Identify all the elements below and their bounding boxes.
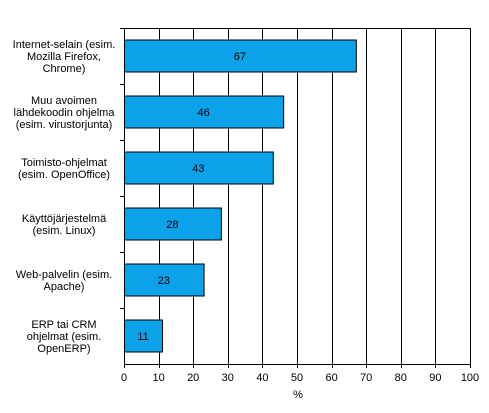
- data-label-5: 11: [137, 331, 148, 343]
- gridlines: [124, 28, 471, 364]
- x-tick-label-90: 90: [429, 372, 441, 384]
- bars: [124, 39, 357, 353]
- data-label-3: 28: [166, 219, 178, 231]
- x-tick-label-10: 10: [152, 372, 164, 384]
- bar-3: [124, 207, 222, 241]
- bar-5: [124, 319, 164, 353]
- data-label-1: 46: [197, 107, 209, 119]
- x-tick-label-60: 60: [325, 372, 337, 384]
- x-tick-label-20: 20: [187, 372, 199, 384]
- category-label-4: Web-palvelin (esim. Apache): [16, 269, 112, 293]
- bar-1: [124, 95, 285, 129]
- bar-2: [124, 151, 274, 185]
- x-tick-label-100: 100: [461, 372, 479, 384]
- x-tick-labels: 0 10 20 30 40 50 60 70 80 90 100: [121, 372, 479, 384]
- x-tick-label-0: 0: [121, 372, 127, 384]
- x-tick-label-40: 40: [256, 372, 268, 384]
- x-tick-label-80: 80: [395, 372, 407, 384]
- x-tick-label-50: 50: [291, 372, 303, 384]
- x-axis-title: %: [293, 389, 303, 401]
- data-labels: 67 46 43 28 23 11: [137, 51, 246, 343]
- category-label-5: ERP tai CRM ohjelmat (esim. OpenERP): [27, 319, 102, 355]
- data-label-0: 67: [234, 51, 246, 63]
- x-tick-label-70: 70: [360, 372, 372, 384]
- axes: [120, 28, 471, 368]
- category-labels: Internet-selain (esim. Mozilla Firefox, Ch…: [13, 39, 116, 355]
- category-label-2: Toimisto-ohjelmat (esim. OpenOffice): [18, 157, 110, 181]
- category-label-3: Käyttöjärjestelmä (esim. Linux): [22, 213, 107, 237]
- x-tick-label-30: 30: [222, 372, 234, 384]
- data-label-4: 23: [158, 275, 170, 287]
- category-label-1: Muu avoimen lähdekoodin ohjelma (esim. vir…: [14, 95, 116, 131]
- bar-4: [124, 263, 205, 297]
- data-label-2: 43: [192, 163, 204, 175]
- category-label-0: Internet-selain (esim. Mozilla Firefox, Ch…: [13, 39, 116, 75]
